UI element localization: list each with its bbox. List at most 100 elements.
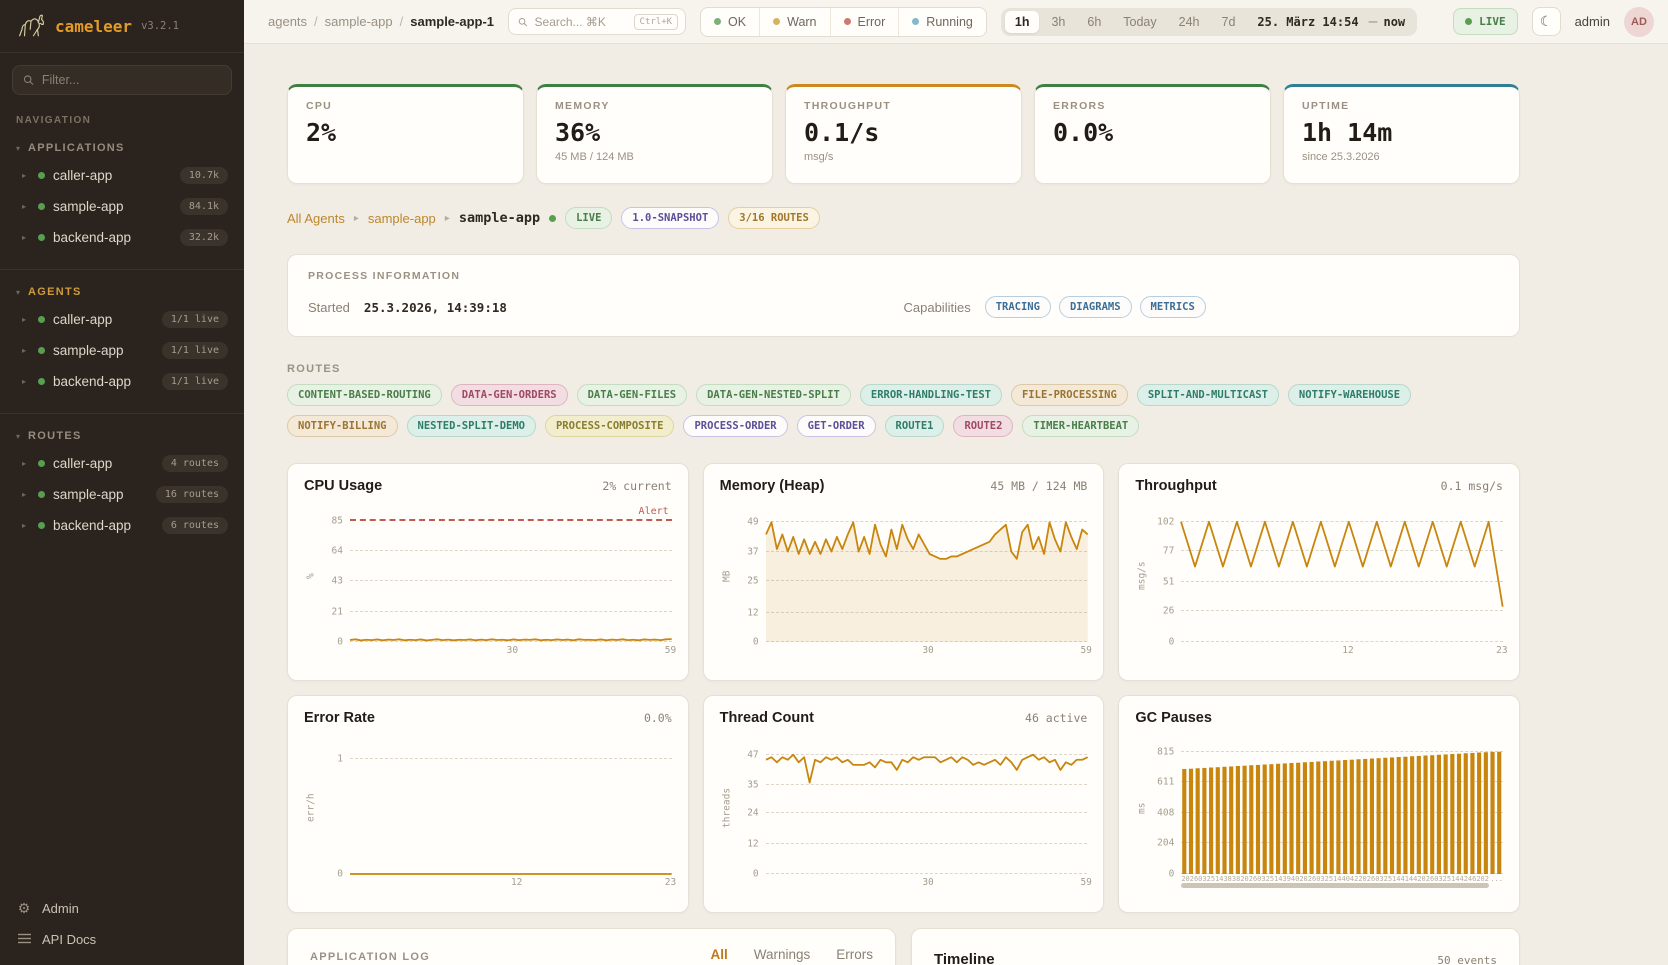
route-badge-error-handling-test[interactable]: ERROR-HANDLING-TEST <box>859 384 1002 406</box>
y-tick-label: 0 <box>752 868 759 880</box>
status-filter-warn[interactable]: Warn <box>759 7 829 36</box>
date-range-label[interactable]: 25. März 14:54 <box>1257 14 1359 29</box>
gridline <box>765 873 1088 874</box>
avatar[interactable]: AD <box>1624 6 1654 37</box>
route-badge-data-gen-orders[interactable]: DATA-GEN-ORDERS <box>450 384 568 406</box>
route-badge-notify-billing[interactable]: NOTIFY-BILLING <box>287 415 398 437</box>
route-badge-data-gen-files[interactable]: DATA-GEN-FILES <box>576 384 688 406</box>
sidebar-item-sample-app[interactable]: ▸ sample-app 16 routes <box>0 479 244 510</box>
x-tick-label: 23 <box>664 877 677 888</box>
gridline <box>1181 781 1503 783</box>
route-badge-timer-heartbeat[interactable]: TIMER-HEARTBEAT <box>1022 415 1140 437</box>
log-tab-warnings[interactable]: Warnings <box>753 947 811 962</box>
sidebar-item-badge: 10.7k <box>179 167 228 184</box>
chart-canvas-memory-heap <box>766 510 1088 642</box>
route-badge-route2[interactable]: ROUTE2 <box>953 415 1014 437</box>
x-tick-label: 12 <box>510 877 523 888</box>
sidebar-filter-box <box>12 65 232 95</box>
status-filter-error[interactable]: Error <box>829 7 899 36</box>
gridline <box>765 641 1088 642</box>
log-tab-all[interactable]: All <box>710 947 727 965</box>
sidebar-filter-input[interactable] <box>41 73 221 87</box>
breadcrumb-item-sample-app[interactable]: sample-app <box>324 14 393 29</box>
sidebar-item-api-docs[interactable]: API Docs <box>16 931 228 947</box>
section-header-applications[interactable]: ▾ APPLICATIONS <box>0 134 244 160</box>
sidebar-item-label: backend-app <box>53 374 132 389</box>
chart-ylabel: ms <box>1136 802 1148 814</box>
route-badge-route1[interactable]: ROUTE1 <box>884 415 945 437</box>
chart-canvas-thread-count <box>766 742 1088 874</box>
chart-current-value: 2% current <box>602 479 672 493</box>
search-box[interactable]: Ctrl+K <box>508 8 687 35</box>
status-filter-label: Running <box>926 14 973 29</box>
date-range-separator: – <box>1368 12 1378 30</box>
sidebar-item-badge: 84.1k <box>179 198 228 215</box>
chart-card-cpu-usage: CPU Usage 2% current% 0 21 43 64 85 Alert 30 59 <box>287 463 689 681</box>
process-information-title: PROCESS INFORMATION <box>308 270 461 282</box>
sidebar-header: cameleer v3.2.1 <box>0 0 244 53</box>
chart-body: threads 0 12 24 35 47 <box>720 742 1088 880</box>
status-filter-ok[interactable]: OK <box>701 8 759 36</box>
chart-xticks: 30 59 <box>766 874 1092 890</box>
agent-crumb-all-agents[interactable]: All Agents <box>287 210 345 226</box>
breadcrumb-separator: / <box>314 14 318 29</box>
time-range-3h[interactable]: 3h <box>1051 14 1066 29</box>
live-status-badge[interactable]: LIVE <box>1453 8 1518 35</box>
sidebar-item-admin[interactable]: ⚙ Admin <box>16 900 228 917</box>
sidebar-item-backend-app[interactable]: ▸ backend-app 1/1 live <box>0 366 244 397</box>
dark-mode-toggle[interactable]: ☾ <box>1531 7 1561 36</box>
chart-xticks: 12 23 <box>350 874 676 890</box>
route-badge-notify-warehouse[interactable]: NOTIFY-WAREHOUSE <box>1287 384 1412 406</box>
agent-crumb-sample-app[interactable]: sample-app <box>367 210 436 226</box>
time-range-24h[interactable]: 24h <box>1178 14 1200 29</box>
gridline <box>1181 873 1503 874</box>
y-tick-label: 43 <box>331 575 343 587</box>
sidebar-item-backend-app[interactable]: ▸ backend-app 6 routes <box>0 510 244 541</box>
admin-label: Admin <box>42 901 79 916</box>
y-tick-label: 611 <box>1157 776 1175 788</box>
log-tab-errors[interactable]: Errors <box>836 947 873 962</box>
gridline <box>350 758 672 760</box>
route-badge-content-based-routing[interactable]: CONTENT-BASED-ROUTING <box>287 384 442 406</box>
chevron-right-icon: ▸ <box>22 315 27 324</box>
route-badge-process-order[interactable]: PROCESS-ORDER <box>683 415 788 437</box>
sidebar-item-caller-app[interactable]: ▸ caller-app 1/1 live <box>0 304 244 335</box>
sidebar-item-caller-app[interactable]: ▸ caller-app 10.7k <box>0 160 244 191</box>
route-badge-get-order[interactable]: GET-ORDER <box>796 415 876 437</box>
time-range-6h[interactable]: 6h <box>1087 14 1102 29</box>
time-range-7d[interactable]: 7d <box>1221 14 1236 29</box>
date-range-now[interactable]: now <box>1383 14 1406 29</box>
time-range-today[interactable]: Today <box>1123 14 1157 29</box>
section-label: ROUTES <box>28 430 82 442</box>
route-badge-process-composite[interactable]: PROCESS-COMPOSITE <box>544 415 675 437</box>
chart-ylabel: threads <box>721 787 733 829</box>
gc-scrollbar[interactable] <box>1181 883 1489 888</box>
route-badge-split-and-multicast[interactable]: SPLIT-AND-MULTICAST <box>1136 384 1279 406</box>
stat-value: 36% <box>555 118 601 147</box>
section-header-agents[interactable]: ▾ AGENTS <box>0 278 244 304</box>
gear-icon: ⚙ <box>17 900 31 916</box>
y-tick-label: 21 <box>331 606 343 618</box>
status-dot-icon <box>38 460 45 467</box>
sidebar-item-caller-app[interactable]: ▸ caller-app 4 routes <box>0 448 244 479</box>
y-tick-label: 51 <box>1162 576 1175 588</box>
search-input[interactable] <box>534 14 627 29</box>
camel-logo-icon <box>19 14 44 37</box>
status-filter-running[interactable]: Running <box>898 7 986 36</box>
breadcrumb-item-agents[interactable]: agents <box>268 14 308 29</box>
section-header-routes[interactable]: ▾ ROUTES <box>0 422 244 448</box>
route-badge-file-processing[interactable]: FILE-PROCESSING <box>1010 384 1128 406</box>
route-badge-nested-split-demo[interactable]: NESTED-SPLIT-DEMO <box>406 415 536 437</box>
sidebar-item-sample-app[interactable]: ▸ sample-app 84.1k <box>0 191 244 222</box>
sidebar-item-sample-app[interactable]: ▸ sample-app 1/1 live <box>0 335 244 366</box>
chevron-right-icon: ▸ <box>22 171 27 180</box>
route-badge-data-gen-nested-split[interactable]: DATA-GEN-NESTED-SPLIT <box>696 384 851 406</box>
chart-body: % 0 21 43 64 85 Alert <box>304 506 672 648</box>
time-range-1h[interactable]: 1h <box>1004 10 1040 33</box>
section-label: APPLICATIONS <box>28 142 125 154</box>
stat-card-errors: ERRORS 0.0% <box>1034 84 1271 184</box>
sidebar-item-backend-app[interactable]: ▸ backend-app 32.2k <box>0 222 244 253</box>
gridline <box>765 579 1088 581</box>
gridline <box>350 579 672 581</box>
chart-xticks: 30 59 <box>766 642 1092 658</box>
